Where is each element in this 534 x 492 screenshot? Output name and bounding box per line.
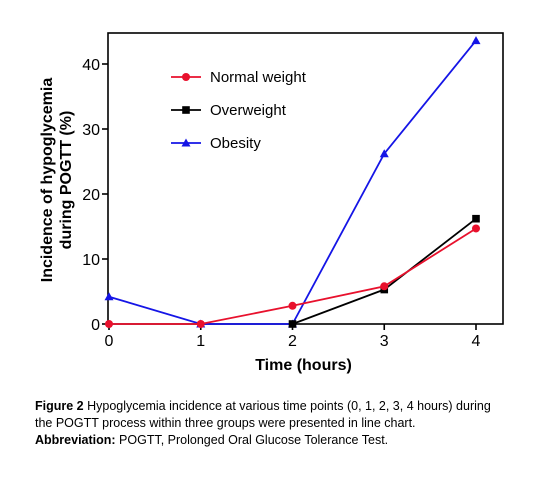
- figure-caption-main: Figure 2 Hypoglycemia incidence at vario…: [35, 398, 511, 432]
- legend-item: Overweight: [171, 102, 287, 119]
- data-point: [288, 301, 297, 310]
- legend-marker: [182, 106, 190, 114]
- abbreviation-label: Abbreviation:: [35, 433, 116, 447]
- figure-label: Figure 2: [35, 399, 84, 413]
- y-tick-label: 40: [82, 57, 100, 74]
- data-point: [104, 292, 114, 301]
- chart-legend: Normal weight Overweight Obesity: [171, 69, 307, 152]
- data-point: [379, 149, 389, 158]
- data-point: [380, 282, 389, 291]
- chart-series: [104, 36, 481, 328]
- legend-item: Normal weight: [171, 69, 307, 86]
- data-point: [196, 320, 205, 328]
- series-normal-weight: [105, 224, 480, 328]
- data-point: [105, 320, 113, 328]
- legend-label: Obesity: [210, 135, 261, 152]
- plot-frame: [107, 32, 504, 325]
- figure-text: Hypoglycemia incidence at various time p…: [35, 399, 491, 430]
- y-tick-label: 0: [91, 317, 100, 334]
- y-axis-title-line: during POGTT (%): [58, 111, 75, 250]
- data-point: [472, 214, 480, 223]
- chart-axes: 0 10 20 30 40 0 1 2 3 4 Time (hours) Incidence of h…: [39, 32, 504, 374]
- legend-item: Obesity: [171, 135, 261, 152]
- y-axis-title: Incidence of hypoglycemia during POGTT (%…: [39, 78, 75, 283]
- data-point: [472, 224, 480, 233]
- x-axis-title: Time (hours): [255, 357, 352, 374]
- y-tick-label: 10: [82, 252, 100, 269]
- data-point: [288, 320, 297, 328]
- x-tick-label: 0: [105, 333, 114, 350]
- x-tick-label: 4: [472, 333, 481, 350]
- x-tick-label: 2: [288, 333, 297, 350]
- series-overweight: [288, 214, 480, 328]
- x-tick-label: 3: [380, 333, 389, 350]
- data-point: [471, 36, 481, 45]
- legend-marker: [182, 73, 190, 81]
- abbreviation-text: POGTT, Prolonged Oral Glucose Tolerance …: [119, 433, 389, 447]
- y-axis-title-line: Incidence of hypoglycemia: [39, 78, 56, 283]
- y-tick-label: 30: [82, 122, 100, 139]
- legend-label: Normal weight: [210, 69, 307, 86]
- x-tick-label: 1: [196, 333, 205, 350]
- figure-caption: Figure 2 Hypoglycemia incidence at vario…: [35, 398, 511, 449]
- legend-label: Overweight: [210, 102, 287, 119]
- abbreviation-line: Abbreviation: POGTT, Prolonged Oral Gluc…: [35, 432, 511, 449]
- legend-marker: [181, 138, 191, 147]
- line-chart: 0 10 20 30 40 0 1 2 3 4 Time (hours) Incidence of h…: [39, 32, 504, 374]
- y-tick-label: 20: [82, 187, 100, 204]
